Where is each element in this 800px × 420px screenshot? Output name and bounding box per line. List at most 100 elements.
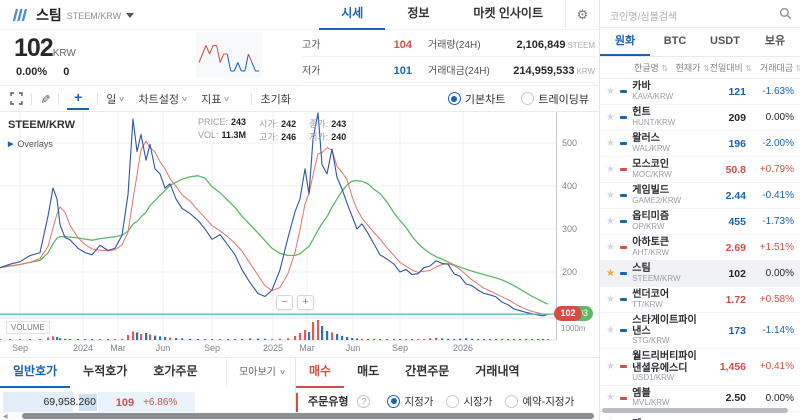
zoom-out-button[interactable]: − bbox=[276, 295, 293, 310]
coin-row[interactable]: ★ 스타게이트파이낸스 STG/KRW 173 -1.14% bbox=[600, 313, 800, 350]
search-bar[interactable]: 코인명/심볼검색 bbox=[600, 0, 800, 28]
tab-매도[interactable]: 매도 bbox=[357, 364, 380, 378]
change-tick bbox=[620, 396, 628, 400]
tab-누적호가[interactable]: 누적호가 bbox=[83, 364, 128, 378]
time-tick: 2024 bbox=[72, 343, 94, 353]
reset-button[interactable]: 초기화 bbox=[260, 93, 291, 106]
coin-row[interactable]: ★ 월드리버티파이낸셜유에스디 USD1/KRW 1,456 +0.41% bbox=[600, 349, 800, 386]
time-tick: 2025 bbox=[262, 343, 284, 353]
favorite-star-icon[interactable]: ★ bbox=[606, 241, 615, 253]
column-headers: 한글명 ⇅ 현재가 ⇅전일대비 ⇅ 거래대금 ⇅ bbox=[600, 57, 800, 79]
fullscreen-icon[interactable] bbox=[10, 92, 23, 105]
orderbook-row[interactable]: 69,958.260 109 +6.86% bbox=[0, 392, 295, 414]
coin-price: 209 bbox=[728, 111, 746, 124]
coin-name: 스팀 bbox=[632, 263, 651, 275]
interval-dropdown[interactable]: 일 ∨ bbox=[106, 93, 126, 106]
radio-icon bbox=[387, 394, 401, 408]
tab-매수[interactable]: 매수 bbox=[296, 358, 345, 388]
coin-name: 모스코인 bbox=[632, 159, 670, 171]
coin-pair: STEEM/KRW bbox=[632, 273, 681, 283]
col-전일대비[interactable]: 전일대비 ⇅ bbox=[709, 63, 752, 73]
market-tab-보유[interactable]: 보유 bbox=[764, 35, 786, 47]
favorite-star-icon[interactable]: ★ bbox=[606, 215, 615, 227]
coin-title-row: 스팀 STEEM/KRW 시세 정보 마켓 인사이트 ⚙ bbox=[0, 0, 599, 30]
favorite-star-icon[interactable]: ★ bbox=[606, 293, 615, 305]
favorite-star-icon[interactable]: ★ bbox=[606, 267, 615, 279]
search-icon[interactable] bbox=[779, 7, 792, 20]
coin-row[interactable]: ★ 게임빌드 GAME2/KRW 2.44 -0.41% bbox=[600, 183, 800, 209]
order-type-예약-지정가[interactable]: 예약-지정가 bbox=[505, 394, 574, 409]
order-type-지정가[interactable]: 지정가 bbox=[387, 394, 433, 409]
favorite-star-icon[interactable]: ★ bbox=[606, 137, 615, 149]
tab-시세[interactable]: 시세 bbox=[319, 0, 386, 30]
coin-price: 196 bbox=[728, 137, 746, 150]
radio-icon bbox=[447, 92, 461, 105]
draw-pencil-icon[interactable]: ✎ bbox=[38, 93, 53, 104]
price-tick: 200 bbox=[562, 266, 578, 277]
stat-거래량(24H): 거래량(24H) 2,106,849 STEEM bbox=[428, 36, 595, 51]
col-현재가[interactable]: 현재가 ⇅ bbox=[675, 63, 710, 73]
favorite-star-icon[interactable]: ★ bbox=[606, 85, 615, 97]
coin-name: 아하토큰 bbox=[632, 237, 670, 249]
favorite-star-icon[interactable]: ★ bbox=[606, 360, 615, 372]
market-tab-USDT[interactable]: USDT bbox=[710, 35, 740, 47]
search-placeholder: 코인명/심볼검색 bbox=[610, 12, 678, 23]
settings-gear-icon[interactable]: ⚙ bbox=[565, 0, 599, 30]
market-tab-BTC[interactable]: BTC bbox=[663, 35, 687, 47]
coin-row[interactable]: ★ 아하토큰 AHT/KRW 2.69 +1.51% bbox=[600, 235, 800, 261]
favorite-star-icon[interactable]: ★ bbox=[606, 111, 615, 123]
coin-row[interactable]: ★ 썬더코어 TT/KRW 1.72 +0.58% bbox=[600, 287, 800, 313]
collapse-dropdown[interactable]: 모아보기 ∨ bbox=[226, 358, 295, 388]
time-tick: 2026 bbox=[452, 343, 474, 353]
ask-price-cell[interactable]: 109 +6.86% bbox=[98, 392, 195, 413]
scroll-left-arrow-icon[interactable]: ◀ bbox=[3, 414, 8, 420]
coin-name: 월드리버티파이낸셜유에스디 bbox=[632, 351, 697, 374]
sidebar-scrollbar-thumb[interactable] bbox=[602, 408, 788, 413]
horizontal-scrollbar[interactable]: ◀ bbox=[0, 412, 599, 420]
overlays-toggle[interactable]: ▶ Overlays bbox=[8, 139, 53, 149]
order-type-시장가[interactable]: 시장가 bbox=[446, 394, 492, 409]
market-sidebar: 코인명/심볼검색 원화 BTC USDT 보유 한글명 ⇅ 현재가 ⇅ 전일대비 ⇅ 거래대… bbox=[600, 0, 800, 420]
coin-row[interactable]: ★ 펜29.00.00% bbox=[600, 412, 800, 420]
tab-일반호가[interactable]: 일반호가 bbox=[0, 358, 71, 388]
price-chart[interactable]: STEEM/KRW ▶ Overlays PRICE: 243 시가: 242 종가: 24… bbox=[0, 112, 599, 356]
info-label: PRICE: bbox=[198, 117, 229, 127]
market-tab-원화[interactable]: 원화 bbox=[600, 28, 650, 56]
coin-row[interactable]: ★ 왈러스 WAL/KRW 196 -2.00% bbox=[600, 131, 800, 157]
tab-마켓 인사이트[interactable]: 마켓 인사이트 bbox=[473, 5, 543, 20]
coin-dropdown-caret-icon[interactable] bbox=[126, 13, 135, 18]
coin-row[interactable]: ★ 헌트 HUNT/KRW 209 0.00% bbox=[600, 105, 800, 131]
indicators-dropdown[interactable]: 지표 ∨ bbox=[201, 93, 231, 106]
time-tick: Sep bbox=[203, 343, 221, 353]
coin-row[interactable]: ★ 모스코인 MOC/KRW 50.8 +0.79% bbox=[600, 157, 800, 183]
favorite-star-icon[interactable]: ★ bbox=[606, 163, 615, 175]
tab-간편주문[interactable]: 간편주문 bbox=[405, 364, 450, 378]
chart-type-트레이딩뷰[interactable]: 트레이딩뷰 bbox=[521, 91, 589, 107]
chart-canvas bbox=[0, 112, 557, 341]
coin-row[interactable]: ★ 옵티미즘 OP/KRW 455 -1.73% bbox=[600, 209, 800, 235]
tab-호가주문[interactable]: 호가주문 bbox=[153, 364, 198, 378]
coin-row[interactable]: ★ 스팀 STEEM/KRW 102 0.00% bbox=[600, 261, 800, 287]
coin-pair: TT/KRW bbox=[632, 299, 663, 309]
favorite-star-icon[interactable]: ★ bbox=[606, 392, 615, 404]
coin-row[interactable]: ★ 카바 KAVA/KRW 121 -1.63% bbox=[600, 79, 800, 105]
help-icon[interactable]: ? bbox=[357, 394, 371, 408]
stat-unit: STEEM bbox=[567, 41, 595, 50]
coin-price: 455 bbox=[728, 215, 746, 228]
coin-price: 50.8 bbox=[725, 163, 746, 176]
add-tool-button[interactable]: + bbox=[67, 87, 90, 110]
favorite-star-icon[interactable]: ★ bbox=[606, 324, 615, 336]
radio-label: 지정가 bbox=[404, 395, 434, 408]
tab-거래내역[interactable]: 거래내역 bbox=[475, 364, 520, 378]
favorite-star-icon[interactable]: ★ bbox=[606, 189, 615, 201]
scrollbar-thumb[interactable] bbox=[22, 413, 594, 419]
favorite-star-icon[interactable]: ★ bbox=[606, 419, 617, 420]
chart-type-기본차트[interactable]: 기본차트 bbox=[447, 91, 505, 107]
coin-name: 헌트 bbox=[632, 107, 651, 119]
chart-settings-dropdown[interactable]: 차트설정 ∨ bbox=[138, 93, 189, 106]
zoom-in-button[interactable]: + bbox=[297, 295, 314, 310]
tab-정보[interactable]: 정보 bbox=[407, 5, 430, 20]
info-value: 242 bbox=[281, 119, 297, 129]
col-거래대금[interactable]: 거래대금 ⇅ bbox=[760, 61, 800, 74]
col-한글명[interactable]: 한글명 ⇅ bbox=[634, 63, 669, 73]
